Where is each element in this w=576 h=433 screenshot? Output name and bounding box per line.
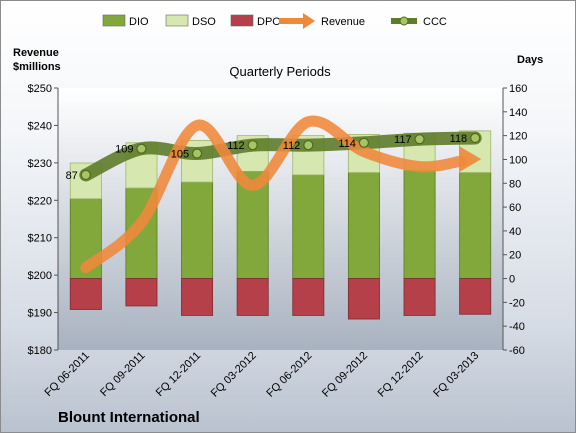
- right-tick-label: 120: [509, 131, 527, 143]
- bar-dio: [292, 174, 325, 279]
- ccc-data-label: 118: [450, 133, 468, 145]
- right-tick-label: 0: [509, 274, 515, 286]
- right-tick-label: 100: [509, 154, 527, 166]
- x-tick-label: FQ 03-2012: [209, 350, 259, 400]
- bar-dpo: [347, 278, 380, 320]
- right-tick-label: -60: [509, 345, 525, 357]
- left-axis-label-line1: Revenue: [13, 47, 59, 59]
- legend-label-ccc: CCC: [423, 16, 447, 28]
- right-tick-label: 160: [509, 83, 527, 95]
- left-tick-label: $240: [28, 120, 52, 132]
- bar-dio: [347, 172, 380, 279]
- revenue-line: [80, 115, 467, 274]
- plot-area: [58, 88, 503, 350]
- bar-dpo: [181, 278, 214, 316]
- legend-label-revenue: Revenue: [321, 16, 365, 28]
- x-tick-label: FQ 03-2013: [431, 350, 481, 400]
- x-tick-label: FQ 12-2012: [376, 350, 426, 400]
- ccc-data-label: 105: [171, 149, 189, 161]
- legend-swatch-dso: [165, 14, 189, 27]
- legend-arrowhead-revenue: [303, 13, 315, 29]
- ccc-point: [136, 143, 147, 154]
- x-tick-label: FQ 06-2011: [43, 350, 92, 399]
- left-axis-label-line2: $millions: [13, 61, 61, 73]
- ccc-point: [247, 140, 258, 151]
- ccc-point: [414, 134, 425, 145]
- right-axis-label: Days: [517, 54, 543, 66]
- ccc-data-label: 112: [227, 140, 245, 152]
- left-tick-label: $190: [28, 308, 52, 320]
- legend-label-dio: DIO: [129, 16, 149, 28]
- bar-dio: [403, 169, 436, 279]
- right-tick-label: -40: [509, 321, 525, 333]
- legend-dot-ccc: [399, 16, 409, 26]
- left-tick-label: $180: [28, 345, 52, 357]
- bar-dpo: [236, 278, 269, 316]
- right-tick-label: -20: [509, 297, 525, 309]
- bar-dpo: [69, 278, 102, 310]
- right-tick-label: 140: [509, 107, 527, 119]
- bar-dio: [181, 181, 214, 279]
- right-tick-label: 80: [509, 178, 521, 190]
- ccc-point: [80, 169, 91, 181]
- bar-dpo: [125, 278, 158, 307]
- ccc-data-label: 117: [394, 134, 412, 146]
- ccc-point: [303, 140, 314, 151]
- ccc-point: [191, 148, 203, 159]
- x-tick-label: FQ 12-2011: [154, 350, 203, 399]
- ccc-data-label: 112: [283, 140, 301, 152]
- company-name: Blount International: [58, 409, 200, 426]
- chart-title: Quarterly Periods: [229, 64, 331, 79]
- legend-label-dpo: DPO: [257, 16, 281, 28]
- revenue-arrowhead: [459, 146, 482, 173]
- ccc-point: [358, 137, 370, 148]
- ccc-data-label: 109: [115, 144, 133, 156]
- legend-label-dso: DSO: [192, 16, 216, 28]
- x-axis: FQ 06-2011 FQ 09-2011 FQ 12-2011 FQ 03-2012…: [43, 350, 482, 400]
- ccc-point: [470, 132, 481, 144]
- bar-dpo: [459, 278, 492, 315]
- right-tick-label: 20: [509, 250, 521, 262]
- bar-dpo: [292, 278, 325, 316]
- ccc-data-label: 114: [338, 138, 356, 150]
- lines: 87 109 105 112 112 114 117 118: [66, 115, 482, 274]
- x-tick-label: FQ 09-2012: [320, 350, 370, 400]
- left-tick-label: $200: [28, 270, 52, 282]
- left-tick-label: $250: [28, 83, 52, 95]
- legend-swatch-dio: [102, 14, 126, 27]
- left-tick-label: $230: [28, 158, 52, 170]
- x-tick-label: FQ 09-2011: [98, 350, 147, 399]
- x-tick-label: FQ 06-2012: [264, 350, 314, 400]
- bar-dio: [459, 172, 492, 279]
- ccc-data-label: 87: [66, 170, 78, 182]
- bar-dpo: [403, 278, 436, 316]
- left-tick-label: $210: [28, 233, 52, 245]
- right-tick-label: 60: [509, 202, 521, 214]
- left-axis: $180 $190 $200 $210 $220 $230 $240 $250: [28, 83, 59, 357]
- left-tick-label: $220: [28, 195, 52, 207]
- right-tick-label: 40: [509, 226, 521, 238]
- right-axis: -60 -40 -20 0 20 40 60 80 100 120 140 160: [502, 83, 527, 357]
- legend: DIO DSO DPO Revenue CCC: [102, 13, 447, 29]
- legend-swatch-dpo: [230, 14, 254, 27]
